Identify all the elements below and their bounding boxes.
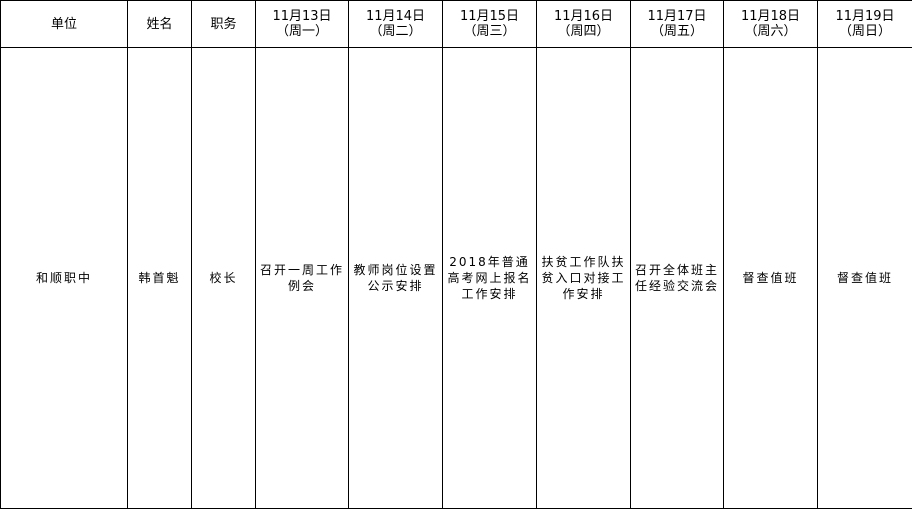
header-date: 11月13日 bbox=[272, 9, 332, 24]
header-day: 11月15日 （周三） bbox=[442, 0, 537, 48]
header-weekday: （周一） bbox=[275, 24, 328, 39]
cell-unit: 和顺职中 bbox=[0, 47, 128, 509]
cell-name: 韩首魁 bbox=[127, 47, 192, 509]
header-day: 11月13日 （周一） bbox=[255, 0, 349, 48]
cell-schedule: 2018年普通高考网上报名工作安排 bbox=[442, 47, 537, 509]
header-weekday: （周三） bbox=[463, 24, 516, 39]
cell-schedule: 召开全体班主任经验交流会 bbox=[630, 47, 724, 509]
cell-schedule: 督查值班 bbox=[723, 47, 818, 509]
header-weekday: （周日） bbox=[838, 24, 891, 39]
header-date: 11月16日 bbox=[553, 9, 614, 24]
header-weekday: （周四） bbox=[557, 24, 610, 39]
header-date: 11月17日 bbox=[647, 9, 707, 24]
cell-schedule: 扶贫工作队扶贫入口对接工作安排 bbox=[536, 47, 631, 509]
cell-schedule: 召开一周工作例会 bbox=[255, 47, 349, 509]
header-weekday: （周二） bbox=[369, 24, 422, 39]
header-date: 11月14日 bbox=[365, 9, 426, 24]
header-day: 11月17日 （周五） bbox=[630, 0, 724, 48]
header-date: 11月15日 bbox=[459, 9, 520, 24]
header-day: 11月19日 （周日） bbox=[817, 0, 912, 48]
header-day: 11月14日 （周二） bbox=[348, 0, 443, 48]
header-weekday: （周六） bbox=[744, 24, 797, 39]
header-date: 11月18日 bbox=[740, 9, 801, 24]
header-position: 职务 bbox=[191, 0, 256, 48]
header-name: 姓名 bbox=[127, 0, 192, 48]
header-date: 11月19日 bbox=[835, 9, 895, 24]
header-row: 单位 姓名 职务 11月13日 （周一） 11月14日 （周二） 11月15日 （周三… bbox=[0, 0, 912, 48]
header-weekday: （周五） bbox=[650, 24, 703, 39]
cell-schedule: 督查值班 bbox=[817, 47, 912, 509]
header-day: 11月18日 （周六） bbox=[723, 0, 818, 48]
cell-position: 校长 bbox=[191, 47, 256, 509]
header-day: 11月16日 （周四） bbox=[536, 0, 631, 48]
cell-schedule: 教师岗位设置公示安排 bbox=[348, 47, 443, 509]
table-row: 和顺职中 韩首魁 校长 召开一周工作例会 教师岗位设置公示安排 2018年普通高… bbox=[0, 47, 912, 509]
header-unit: 单位 bbox=[0, 0, 128, 48]
